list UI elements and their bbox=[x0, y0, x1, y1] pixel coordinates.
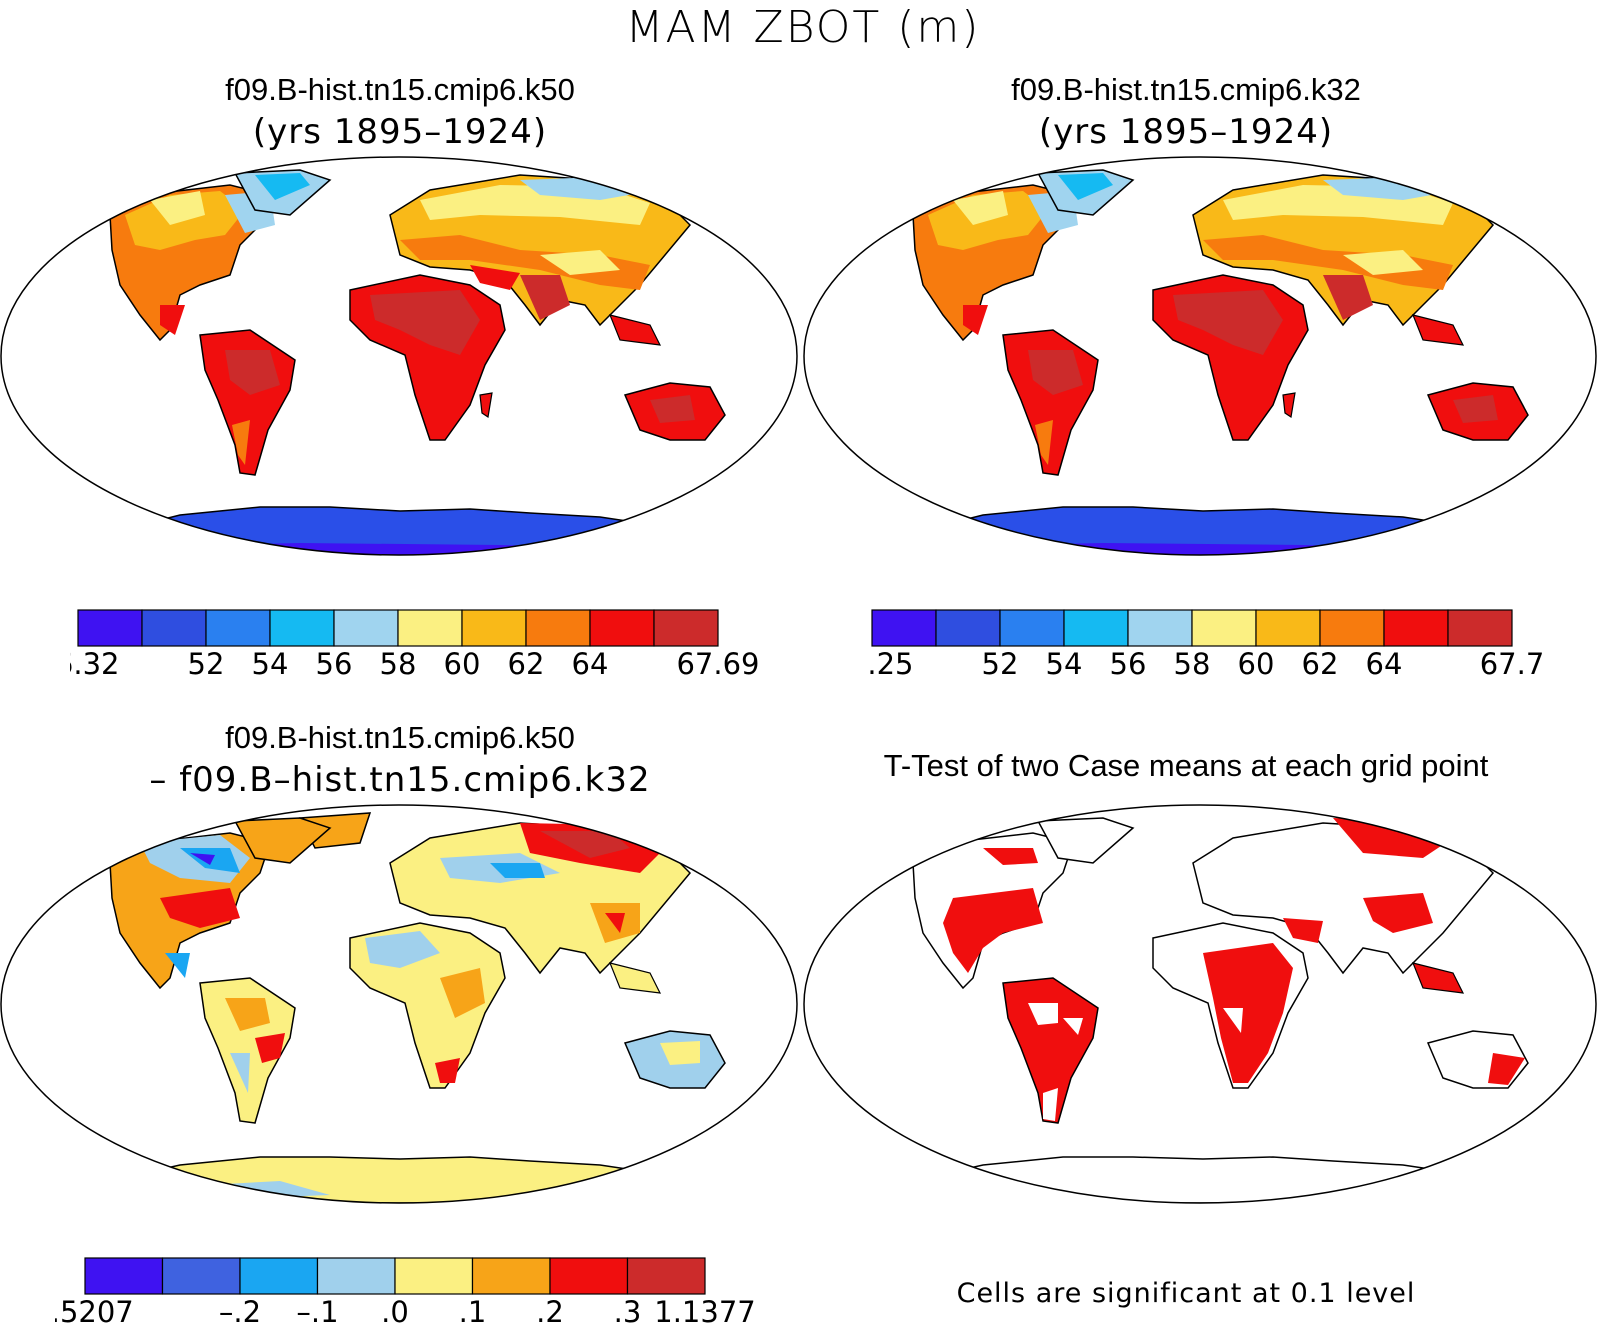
colorbar-tick-label: 60 bbox=[1238, 647, 1275, 681]
colorbar-tick-label: 54 bbox=[252, 647, 289, 681]
panel-4-map bbox=[803, 804, 1597, 1204]
panel-3-title: f09.B-hist.tn15.cmip6.k50 bbox=[225, 720, 575, 755]
colorbar-swatch bbox=[1255, 609, 1321, 647]
colorbar-swatch bbox=[1447, 609, 1513, 647]
colorbar-swatch bbox=[1383, 609, 1449, 647]
panel-3-colorbar: –.5207 –.2 –.1 .0 .1 .2 .3 1.1377 bbox=[55, 1257, 756, 1327]
colorbar-swatch bbox=[525, 609, 591, 647]
panel-1-colorbar: 46.32 52 54 56 58 60 62 64 67.69 bbox=[70, 609, 760, 681]
panel-4-title: T-Test of two Case means at each grid po… bbox=[883, 748, 1489, 783]
colorbar-swatch bbox=[1127, 609, 1193, 647]
colorbar-tick-label: 52 bbox=[188, 647, 225, 681]
colorbar-swatch bbox=[653, 609, 719, 647]
colorbar-tick-label: 56 bbox=[316, 647, 353, 681]
figure-title: MAM ZBOT (m) bbox=[625, 2, 981, 53]
panel-2-colorbar: 46.25 52 54 56 58 60 62 64 67.7 bbox=[870, 609, 1545, 681]
colorbar-tick-label: 52 bbox=[982, 647, 1019, 681]
colorbar-swatch bbox=[1319, 609, 1385, 647]
colorbar-tick-label: –.1 bbox=[296, 1295, 338, 1327]
significance-note: Cells are significant at 0.1 level bbox=[956, 1278, 1416, 1309]
colorbar-tick-label: 1.1377 bbox=[654, 1295, 755, 1327]
colorbar-swatch bbox=[239, 1257, 319, 1295]
panel-2-subtitle: (yrs 1895–1924) bbox=[1038, 112, 1334, 152]
panel-3-subtitle: – f09.B–hist.tn15.cmip6.k32 bbox=[149, 760, 651, 800]
colorbar-tick-label: 58 bbox=[380, 647, 417, 681]
colorbar-swatch bbox=[461, 609, 527, 647]
colorbar-tick-label: 62 bbox=[508, 647, 545, 681]
colorbar-swatch bbox=[77, 609, 143, 647]
colorbar-swatch bbox=[589, 609, 655, 647]
colorbar-swatch bbox=[1191, 609, 1257, 647]
colorbar-tick-label: 64 bbox=[1366, 647, 1403, 681]
colorbar-swatch bbox=[316, 1257, 396, 1295]
colorbar-swatch bbox=[397, 609, 463, 647]
colorbar-tick-label: –.5207 bbox=[55, 1295, 134, 1327]
panel-2-title: f09.B-hist.tn15.cmip6.k32 bbox=[1011, 72, 1361, 107]
panel-1-subtitle: (yrs 1895–1924) bbox=[252, 112, 548, 152]
panel-3-map bbox=[0, 804, 798, 1204]
colorbar-swatch bbox=[871, 609, 937, 647]
panel-1-title: f09.B-hist.tn15.cmip6.k50 bbox=[225, 72, 575, 107]
colorbar-swatch bbox=[1063, 609, 1129, 647]
colorbar-tick-label: 46.25 bbox=[870, 647, 914, 681]
colorbar-swatch bbox=[935, 609, 1001, 647]
colorbar-swatch bbox=[333, 609, 399, 647]
colorbar-swatch bbox=[84, 1257, 164, 1295]
colorbar-tick-label: 64 bbox=[572, 647, 609, 681]
colorbar-tick-label: 46.32 bbox=[70, 647, 120, 681]
colorbar-tick-label: .1 bbox=[459, 1295, 487, 1327]
colorbar-swatch bbox=[205, 609, 271, 647]
colorbar-swatch bbox=[626, 1257, 706, 1295]
colorbar-tick-label: .0 bbox=[381, 1295, 409, 1327]
colorbar-swatch bbox=[549, 1257, 629, 1295]
colorbar-tick-label: –.2 bbox=[219, 1295, 261, 1327]
colorbar-tick-label: .2 bbox=[536, 1295, 564, 1327]
colorbar-swatch bbox=[471, 1257, 551, 1295]
colorbar-tick-label: 54 bbox=[1046, 647, 1083, 681]
colorbar-swatch bbox=[141, 609, 207, 647]
colorbar-tick-label: .3 bbox=[614, 1295, 642, 1327]
panel-2-map bbox=[803, 156, 1597, 556]
colorbar-tick-label: 56 bbox=[1110, 647, 1147, 681]
colorbar-tick-label: 58 bbox=[1174, 647, 1211, 681]
colorbar-tick-label: 62 bbox=[1302, 647, 1339, 681]
colorbar-swatch bbox=[394, 1257, 474, 1295]
colorbar-tick-label: 67.7 bbox=[1480, 647, 1545, 681]
colorbar-swatch bbox=[161, 1257, 241, 1295]
panel-1-map bbox=[0, 156, 798, 556]
colorbar-tick-label: 67.69 bbox=[676, 647, 759, 681]
colorbar-tick-label: 60 bbox=[444, 647, 481, 681]
colorbar-swatch bbox=[269, 609, 335, 647]
colorbar-swatch bbox=[999, 609, 1065, 647]
